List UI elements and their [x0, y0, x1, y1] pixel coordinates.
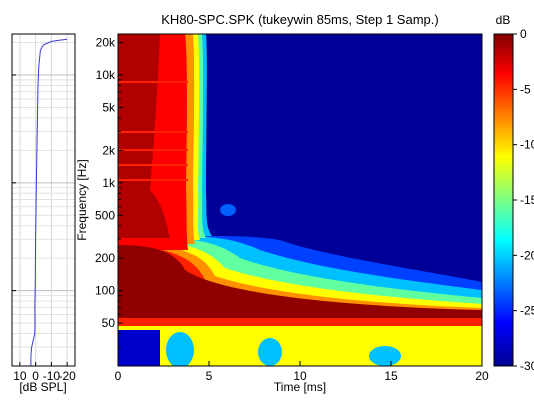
response-x-tick-label: 10	[13, 369, 27, 383]
response-x-ticks: 10 0 -10-20	[13, 362, 76, 383]
time-tick-label: 15	[384, 369, 398, 383]
response-x-tick-label: -20	[58, 369, 76, 383]
spectrogram-panel: KH80-SPC.SPK (tukeywin 85ms, Step 1 Samp…	[75, 12, 489, 394]
colorbar-label: dB	[496, 13, 511, 27]
response-panel: 10 0 -10-20 [dB SPL]	[11, 33, 76, 394]
frequency-tick-label: 200	[95, 251, 115, 265]
response-curve	[30, 38, 68, 366]
frequency-tick-label: 5k	[102, 100, 116, 114]
colorbar-ticks: 0 -5 -10 -15 -20 -25 -30	[513, 27, 534, 373]
response-grid	[12, 34, 75, 367]
frequency-tick-label: 50	[102, 316, 116, 330]
colorbar-tick-label: -20	[520, 248, 534, 262]
x-axis-label: Time [ms]	[274, 380, 326, 394]
frequency-tick-label: 20k	[96, 36, 116, 50]
response-x-label: [dB SPL]	[19, 380, 66, 394]
time-tick-label: 20	[475, 369, 489, 383]
spectrogram-image	[118, 34, 482, 366]
y-axis-label: Frequency [Hz]	[75, 159, 89, 240]
colorbar-tick-label: -15	[520, 193, 534, 207]
time-tick-label: 10	[293, 369, 307, 383]
colorbar-tick-label: -30	[520, 359, 534, 373]
frequency-tick-label: 2k	[102, 143, 116, 157]
chart-title: KH80-SPC.SPK (tukeywin 85ms, Step 1 Samp…	[161, 12, 438, 27]
colorbar: dB 0 -5 -10 -15 -20 -25 -30	[493, 13, 534, 373]
time-tick-label: 0	[115, 369, 122, 383]
colorbar-tick-label: -10	[520, 138, 534, 152]
frequency-ticks: 20k 10k 5k 2k 1k 500 200 100 50	[95, 36, 123, 348]
response-x-tick-label: 0	[32, 369, 39, 383]
colorbar-tick-label: 0	[520, 27, 527, 41]
time-tick-label: 5	[206, 369, 213, 383]
response-x-tick-label: -10	[43, 369, 61, 383]
colorbar-tick-label: -5	[520, 82, 531, 96]
frequency-tick-label: 500	[95, 208, 115, 222]
colorbar-tick-label: -25	[520, 304, 534, 318]
frequency-tick-label: 100	[95, 284, 115, 298]
frequency-tick-label: 10k	[96, 68, 116, 82]
time-ticks: 0 5 10 15 20	[115, 361, 489, 383]
frequency-tick-label: 1k	[102, 176, 116, 190]
